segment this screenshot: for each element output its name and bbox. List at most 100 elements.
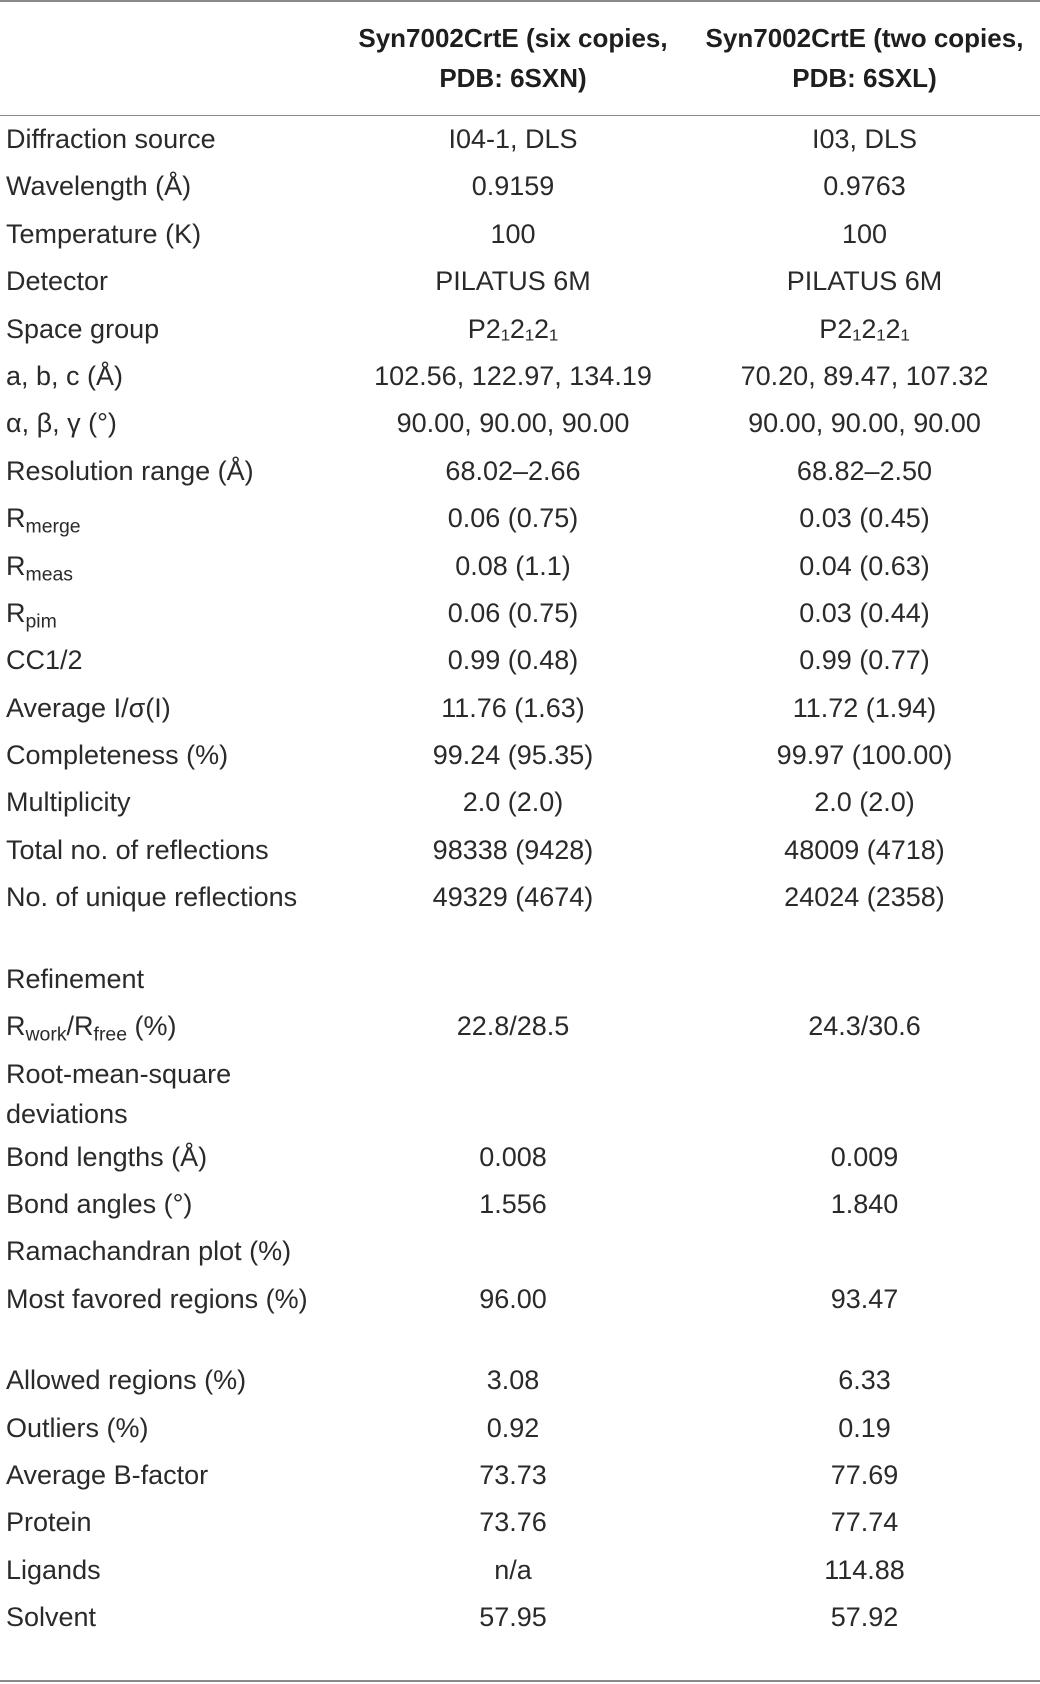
value-two-copies: 48009 (4718): [784, 834, 945, 865]
value-two-copies: 57.92: [830, 1602, 899, 1633]
table-row: Allowed regions (%) 3.08 6.33: [0, 1357, 1040, 1404]
table-row: Average I/σ(I) 11.76 (1.63) 11.72 (1.94): [0, 685, 1040, 732]
value-two-copies: [689, 956, 1040, 1003]
row-label: Solvent: [6, 1602, 97, 1633]
row-label: Total no. of reflections: [6, 834, 269, 865]
table-row: Solvent 57.95 57.92: [0, 1594, 1040, 1641]
value-six-copies: [337, 956, 689, 1003]
header-rule: [0, 115, 1040, 116]
value-six-copies: 98338 (9428): [432, 834, 594, 865]
value-six-copies: 0.06 (0.75): [447, 597, 579, 628]
value-six-copies: PILATUS 6M: [435, 266, 591, 297]
value-two-copies: 114.88: [824, 1554, 905, 1585]
table-row: CC1/2 0.99 (0.48) 0.99 (0.77): [0, 637, 1040, 684]
value-six-copies: 100: [490, 218, 536, 249]
row-label: Temperature (K): [6, 218, 202, 249]
row-label: Allowed regions (%): [6, 1365, 247, 1396]
value-two-copies: 93.47: [830, 1283, 899, 1314]
table-row: No. of unique reflections 49329 (4674) 240…: [0, 874, 1040, 956]
value-two-copies: 77.69: [830, 1459, 899, 1490]
value-two-copies: 24024 (2358): [784, 882, 945, 913]
row-label: Root-mean-square deviations: [6, 1058, 232, 1129]
value-six-copies: 49329 (4674): [432, 882, 594, 913]
table-row: Most favored regions (%) 96.00 93.47: [0, 1276, 1040, 1358]
row-label: Most favored regions (%): [6, 1283, 308, 1314]
row-label: Multiplicity: [6, 787, 131, 818]
value-six-copies: n/a: [494, 1554, 532, 1585]
table-row: Space group P2₁2₁2₁ P2₁2₁2₁: [0, 306, 1040, 353]
table-row: Wavelength (Å) 0.9159 0.9763: [0, 163, 1040, 210]
value-two-copies: 0.009: [830, 1141, 899, 1172]
value-six-copies: 90.00, 90.00, 90.00: [396, 408, 630, 439]
value-two-copies: 70.20, 89.47, 107.32: [740, 360, 989, 391]
value-six-copies: 99.24 (95.35): [432, 740, 594, 771]
value-two-copies: 2.0 (2.0): [814, 787, 915, 818]
bottom-rule: [0, 1680, 1040, 1682]
value-two-copies: 77.74: [830, 1507, 899, 1538]
value-six-copies: I04-1, DLS: [448, 124, 578, 154]
row-label: Detector: [6, 266, 109, 297]
value-two-copies: 90.00, 90.00, 90.00: [748, 408, 981, 439]
value-six-copies: 68.02–2.66: [445, 455, 581, 486]
value-six-copies: P2₁2₁2₁: [467, 313, 559, 344]
header-col-two-copies: Syn7002CrtE (two copies, PDB: 6SXL): [705, 23, 1024, 93]
value-two-copies: 0.99 (0.77): [799, 645, 930, 676]
label-main: R: [6, 550, 26, 581]
row-label: Protein: [6, 1507, 92, 1538]
row-label: Outliers (%): [6, 1412, 149, 1443]
value-two-copies: [689, 1051, 1040, 1134]
label-subscript: pim: [25, 610, 57, 633]
table-row: Average B-factor 73.73 77.69: [0, 1452, 1040, 1499]
value-two-copies: [689, 1228, 1040, 1275]
value-six-copies: 1.556: [479, 1188, 547, 1219]
table-row: Resolution range (Å) 68.02–2.66 68.82–2.50: [0, 448, 1040, 495]
value-six-copies: 3.08: [486, 1365, 540, 1396]
top-rule: [0, 0, 1040, 2]
table-row: α, β, γ (°) 90.00, 90.00, 90.00 90.00, 90.…: [0, 400, 1040, 447]
row-label: No. of unique reflections: [6, 882, 298, 913]
label-subscript: work: [25, 1023, 67, 1046]
value-two-copies: 1.840: [830, 1188, 899, 1219]
value-six-copies: 57.95: [479, 1602, 547, 1633]
row-label: Rpim: [0, 590, 337, 637]
header-row: Syn7002CrtE (six copies, PDB: 6SXN) Syn7…: [0, 0, 1040, 116]
value-six-copies: 102.56, 122.97, 134.19: [374, 360, 652, 391]
value-two-copies: 68.82–2.50: [796, 455, 933, 486]
value-two-copies: P2₁2₁2₁: [819, 313, 910, 344]
value-two-copies: 99.97 (100.00): [776, 740, 953, 771]
value-six-copies: 73.73: [479, 1459, 547, 1490]
value-two-copies: 0.03 (0.45): [799, 503, 930, 534]
row-label: Rmeas: [0, 543, 337, 590]
row-label: Average I/σ(I): [6, 692, 171, 723]
value-two-copies: 24.3/30.6: [808, 1011, 921, 1042]
table-row: Ramachandran plot (%): [0, 1228, 1040, 1275]
table-row: Detector PILATUS 6M PILATUS 6M: [0, 258, 1040, 305]
header-col-six-copies: Syn7002CrtE (six copies, PDB: 6SXN): [358, 23, 668, 93]
row-label: Wavelength (Å): [6, 171, 192, 202]
table-row: Rwork/Rfree (%) 22.8/28.5 24.3/30.6: [0, 1003, 1040, 1050]
table-row: Bond angles (°) 1.556 1.840: [0, 1181, 1040, 1228]
row-label: Average B-factor: [6, 1459, 209, 1490]
table-row: Protein 73.76 77.74: [0, 1499, 1040, 1546]
row-label: Ramachandran plot (%): [6, 1236, 292, 1267]
value-two-copies: PILATUS 6M: [786, 266, 943, 297]
value-six-copies: 0.99 (0.48): [447, 645, 579, 676]
row-label: Bond lengths (Å): [6, 1141, 208, 1172]
label-main: /R: [66, 1011, 94, 1042]
value-six-copies: 0.92: [486, 1412, 540, 1443]
value-two-copies: 0.04 (0.63): [799, 550, 930, 581]
value-six-copies: 96.00: [479, 1283, 547, 1314]
value-two-copies: 0.03 (0.44): [799, 597, 930, 628]
value-two-copies: 100: [841, 218, 888, 249]
table-body: Diffraction source I04-1, DLS I03, DLS Wave…: [0, 116, 1040, 1642]
row-label: Resolution range (Å): [6, 455, 254, 486]
value-two-copies: 0.19: [838, 1412, 891, 1443]
value-six-copies: [337, 1228, 689, 1275]
label-main: R: [6, 597, 26, 628]
row-label: Space group: [6, 313, 160, 344]
table-row: Completeness (%) 99.24 (95.35) 99.97 (100.…: [0, 732, 1040, 779]
value-two-copies: I03, DLS: [811, 124, 918, 154]
value-two-copies: 0.9763: [823, 171, 906, 202]
value-two-copies: 6.33: [838, 1365, 891, 1396]
